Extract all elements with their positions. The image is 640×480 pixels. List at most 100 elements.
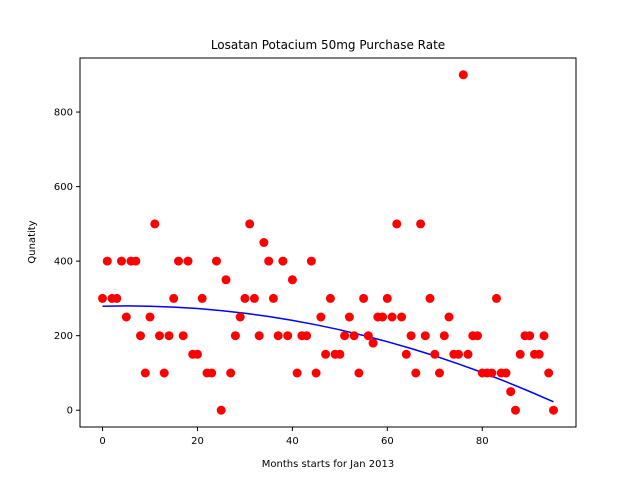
data-point (549, 405, 558, 415)
data-point (544, 368, 554, 378)
data-point (136, 331, 145, 341)
data-point (311, 368, 321, 378)
data-point (121, 312, 131, 322)
data-point (292, 368, 302, 378)
data-point (463, 349, 473, 359)
data-point (321, 349, 331, 359)
x-tick-label: 20 (191, 436, 204, 447)
data-point (245, 219, 255, 229)
data-point (306, 256, 316, 266)
data-point (230, 331, 240, 341)
data-point (335, 349, 345, 359)
data-point (140, 368, 150, 378)
data-point (131, 256, 141, 266)
data-point (145, 312, 155, 322)
data-point (98, 293, 107, 303)
data-point (416, 219, 426, 229)
data-point (515, 349, 525, 359)
y-axis-label: Qunatity (27, 220, 38, 263)
data-point (363, 331, 373, 341)
data-point (197, 293, 207, 303)
data-point (368, 338, 378, 348)
x-tick-label: 0 (99, 436, 105, 447)
data-point (501, 368, 511, 378)
data-point (340, 331, 350, 341)
data-point (240, 293, 250, 303)
data-point (473, 331, 482, 341)
data-point (401, 349, 411, 359)
data-point (325, 293, 335, 303)
y-tick-label: 800 (54, 108, 73, 119)
data-point (235, 312, 245, 322)
data-point (112, 293, 122, 303)
data-point (259, 238, 269, 247)
data-point (439, 331, 449, 341)
y-tick-label: 200 (54, 331, 73, 342)
data-point (392, 219, 402, 229)
data-point (344, 312, 354, 322)
data-point (349, 331, 359, 341)
chart-title: Losatan Potacium 50mg Purchase Rate (211, 38, 445, 52)
data-point (273, 331, 283, 341)
x-tick-label: 40 (286, 436, 299, 447)
data-point (226, 368, 236, 378)
data-point (249, 293, 259, 303)
plot-area (98, 70, 558, 415)
x-tick-label: 80 (476, 436, 489, 447)
data-point (278, 256, 288, 266)
y-tick-label: 0 (67, 406, 73, 417)
data-point (316, 312, 326, 322)
data-point (207, 368, 217, 378)
data-point (164, 331, 174, 341)
data-point (454, 349, 463, 359)
data-point (382, 293, 392, 303)
data-point (525, 331, 535, 341)
data-point (193, 349, 202, 359)
data-point (159, 368, 169, 378)
data-point (178, 331, 188, 341)
data-point (487, 368, 497, 378)
data-point (169, 293, 179, 303)
data-point (387, 312, 397, 322)
data-point (444, 312, 454, 322)
data-point (102, 256, 112, 266)
y-tick-label: 600 (54, 182, 73, 193)
data-point (117, 256, 126, 266)
data-point (283, 331, 293, 341)
data-point (378, 312, 388, 322)
data-point (539, 331, 549, 341)
data-point (430, 349, 440, 359)
data-point (411, 368, 421, 378)
axes-frame (79, 57, 577, 428)
data-point (155, 331, 164, 341)
data-point (221, 275, 231, 285)
x-tick-label: 60 (381, 436, 394, 447)
data-point (254, 331, 264, 341)
data-point (354, 368, 364, 378)
data-point (492, 293, 501, 303)
data-point (425, 293, 435, 303)
data-point (435, 368, 444, 378)
data-point (506, 387, 516, 397)
y-axis-ticks: 0 200 400 600 800 (54, 108, 80, 417)
data-point (302, 331, 312, 341)
x-axis-label: Months starts for Jan 2013 (262, 459, 394, 470)
data-point (406, 331, 416, 341)
data-point (511, 405, 520, 415)
data-point (458, 70, 468, 80)
data-point (212, 256, 221, 266)
data-point (534, 349, 544, 359)
data-point (150, 219, 160, 229)
data-point (420, 331, 430, 341)
data-point (183, 256, 193, 266)
y-tick-label: 400 (54, 257, 73, 268)
data-point (264, 256, 274, 266)
data-point (397, 312, 407, 322)
data-point (216, 405, 226, 415)
data-point (287, 275, 297, 285)
data-point (268, 293, 278, 303)
data-point (174, 256, 183, 266)
data-point (359, 293, 369, 303)
